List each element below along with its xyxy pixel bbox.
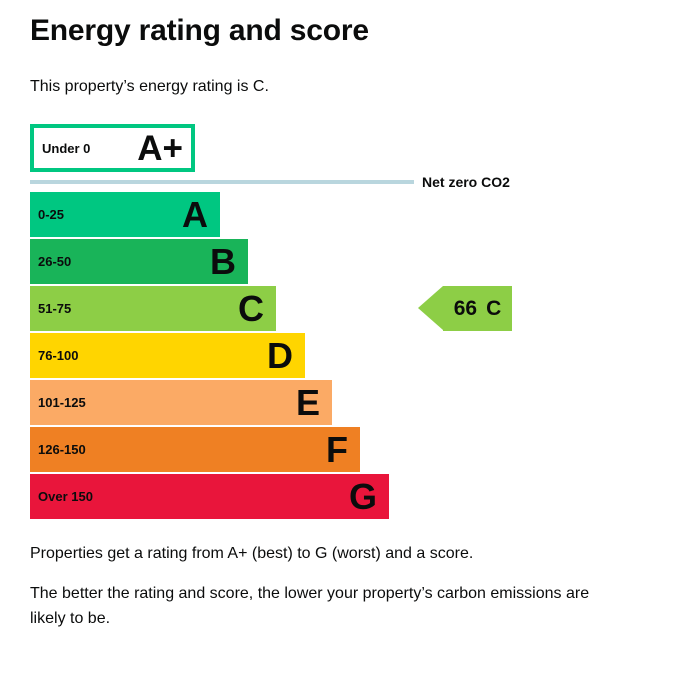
band-a: 0-25 A [30,192,220,237]
score-arrow-body: 66 C [443,286,512,331]
current-score: 66 [453,296,478,320]
band-g: Over 150 G [30,474,389,519]
net-zero-line [30,180,414,184]
net-zero-row: Net zero CO2 [30,174,645,190]
band-range-label: Over 150 [38,489,93,504]
band-range-label: 76-100 [38,348,79,363]
band-letter: E [295,381,320,423]
band-c: 51-75 C [30,286,276,331]
rating-explainer-text: Properties get a rating from A+ (best) t… [30,545,474,562]
band-letter: F [326,428,348,470]
current-rating: C [486,296,502,320]
band-a-plus: Under 0 A+ [30,124,195,172]
band-letter: A+ [137,128,183,168]
band-range-label: 126-150 [38,442,86,457]
band-e: 101-125 E [30,380,332,425]
band-range-label: 26-50 [38,254,72,269]
band-letter: A [182,193,208,235]
band-b: 26-50 B [30,239,248,284]
band-range-label: 101-125 [38,395,86,410]
band-letter: B [210,240,236,282]
arrow-left-icon [418,286,443,330]
carbon-explainer-text: The better the rating and score, the low… [30,584,590,628]
band-range-label: Under 0 [42,140,91,156]
band-letter: D [267,334,293,376]
intro-text: This property’s energy rating is C. [30,78,269,95]
band-range-label: 0-25 [38,207,65,222]
band-d: 76-100 D [30,333,305,378]
band-f: 126-150 F [30,427,360,472]
net-zero-label: Net zero CO2 [422,174,510,190]
current-score-arrow: 66 C [418,286,512,331]
band-range-label: 51-75 [38,301,72,316]
band-letter: G [348,475,377,517]
page-title: Energy rating and score [30,14,369,47]
rating-bands: 0-25 A 26-50 B 51-75 C 76-100 D 101-125 … [30,192,645,519]
energy-rating-chart: Under 0 A+ Net zero CO2 0-25 A 26-50 B 5… [30,124,645,519]
band-letter: C [238,287,264,329]
